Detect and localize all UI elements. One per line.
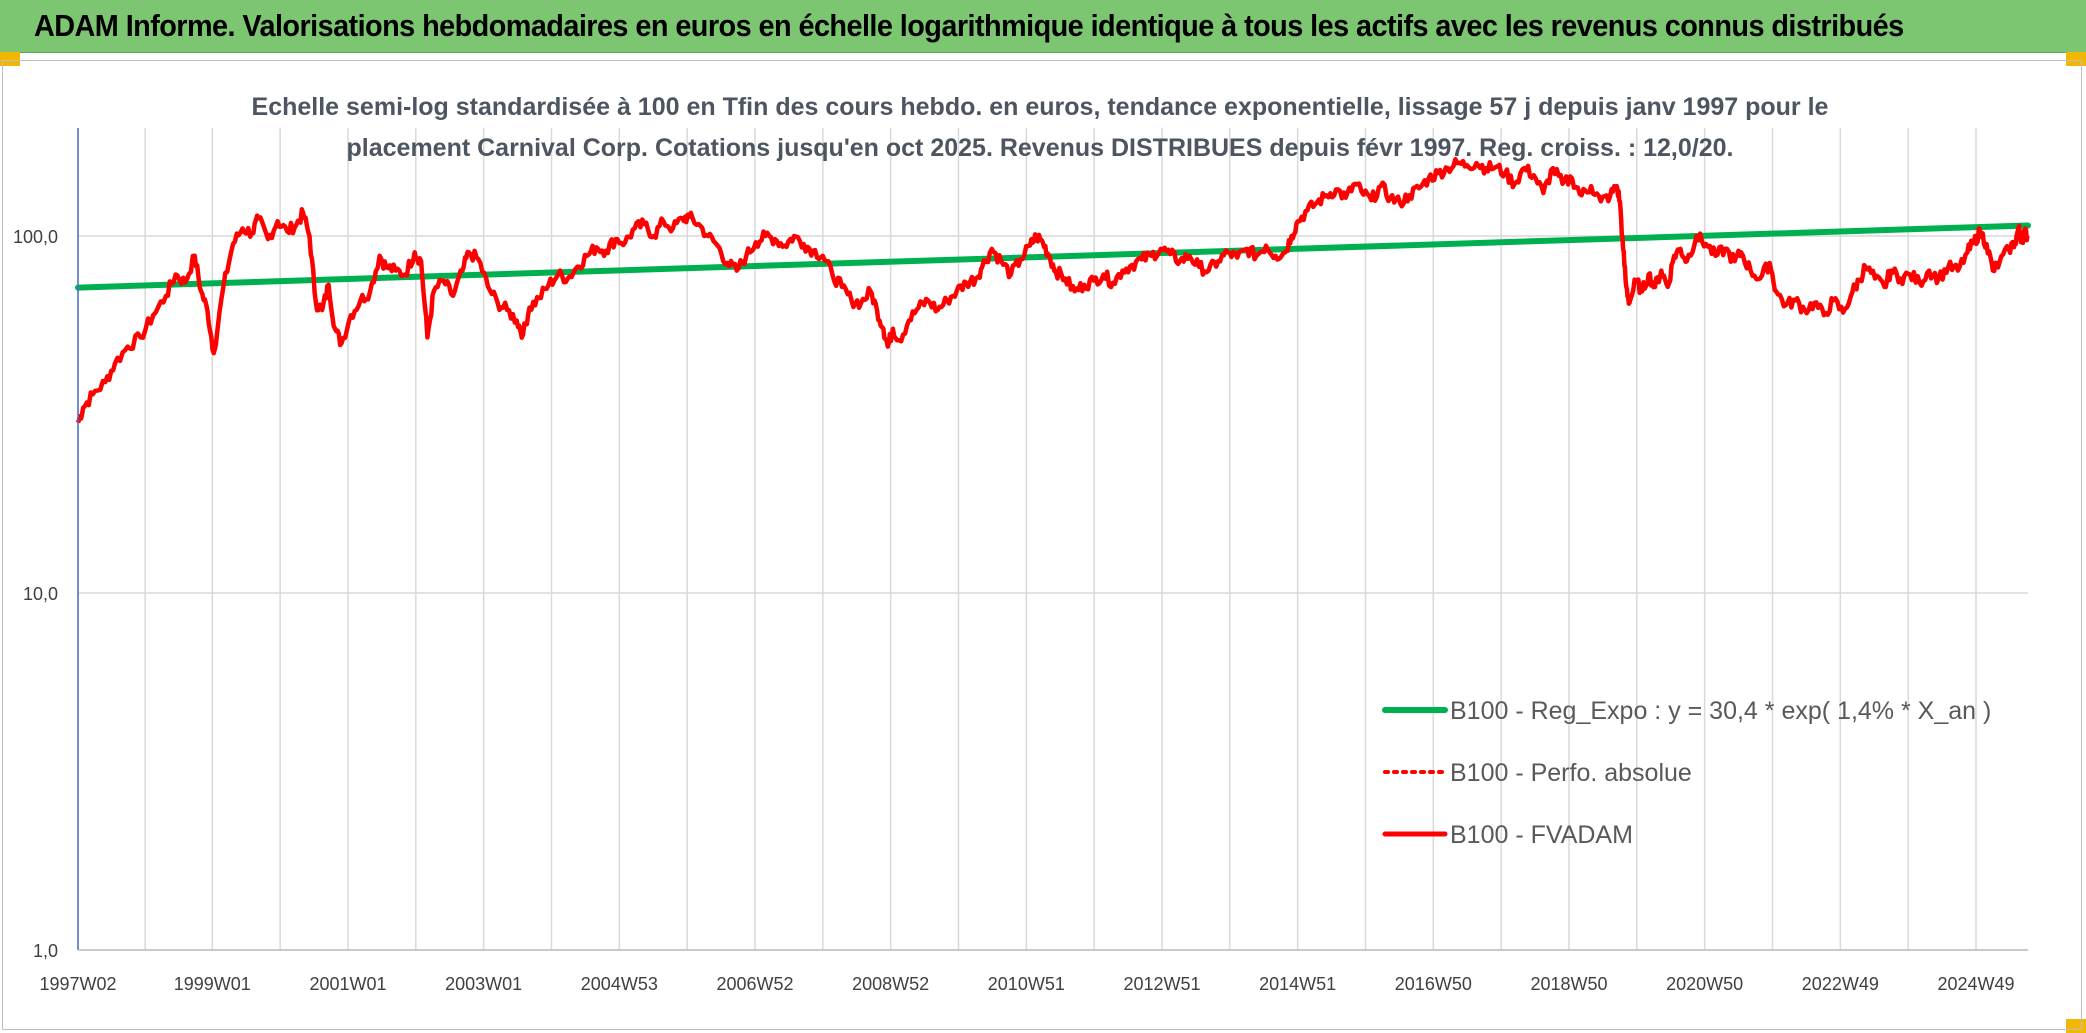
chart-title-line-2: placement Carnival Corp. Cotations jusqu… [347, 134, 1734, 162]
corner-mark-left [0, 52, 20, 66]
x-tick-label: 2020W50 [1666, 974, 1743, 994]
x-tick-label: 2010W51 [988, 974, 1065, 994]
y-tick-label: 100,0 [13, 227, 58, 247]
legend-label: B100 - FVADAM [1450, 821, 1633, 849]
legend-label: B100 - Perfo. absolue [1450, 759, 1692, 787]
x-tick-label: 2024W49 [1937, 974, 2014, 994]
x-tick-label: 2018W50 [1530, 974, 1607, 994]
x-tick-label: 2012W51 [1123, 974, 1200, 994]
y-tick-label: 10,0 [23, 584, 58, 604]
title-banner: ADAM Informe. Valorisations hebdomadaire… [0, 0, 2086, 53]
x-tick-label: 2022W49 [1802, 974, 1879, 994]
axes: 1,0 10,0 100,0 1997W02 1999W01 2001W01 2003W01… [13, 128, 2028, 994]
series-fvadam-line [75, 156, 2030, 424]
legend-label: B100 - Reg_Expo : y = 30,4 * exp( 1,4% *… [1450, 697, 1991, 725]
x-tick-label: 2016W50 [1395, 974, 1472, 994]
x-tick-label: 2003W01 [445, 974, 522, 994]
x-tick-label: 2014W51 [1259, 974, 1336, 994]
grid-lines [77, 128, 2028, 951]
y-tick-label: 1,0 [33, 941, 58, 961]
series-group [75, 156, 2031, 424]
x-tick-label: 2004W53 [581, 974, 658, 994]
chart-frame [2, 60, 2082, 1030]
legend: B100 - Reg_Expo : y = 30,4 * exp( 1,4% *… [1382, 697, 1991, 849]
x-tick-label: 2001W01 [309, 974, 386, 994]
x-tick-label: 2008W52 [852, 974, 929, 994]
chart-title-line-1: Echelle semi-log standardisée à 100 en T… [252, 93, 1829, 121]
banner-title: ADAM Informe. Valorisations hebdomadaire… [34, 8, 1904, 43]
x-tick-label: 1997W02 [39, 974, 116, 994]
x-tick-label: 2006W52 [716, 974, 793, 994]
x-tick-label: 1999W01 [174, 974, 251, 994]
